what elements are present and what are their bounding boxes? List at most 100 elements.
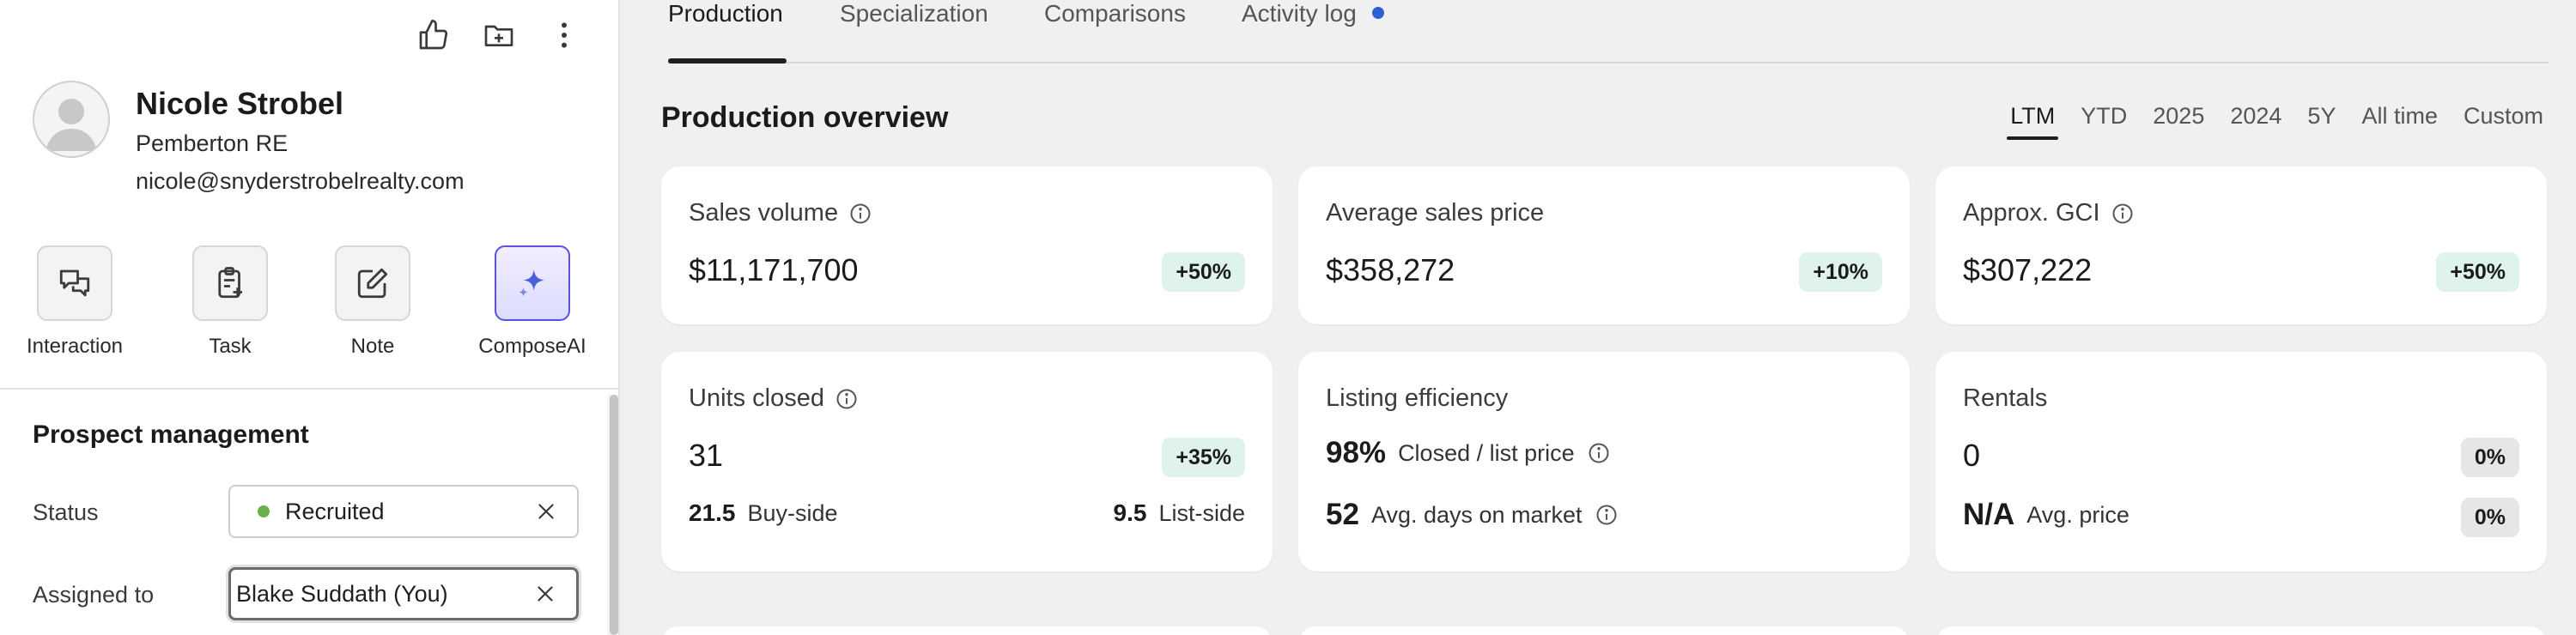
tab-activity-log-label: Activity log — [1242, 0, 1357, 27]
average-sales-price-title: Average sales price — [1326, 199, 1544, 227]
approx-gci-title-text: Approx. GCI — [1963, 199, 2100, 227]
compose-ai-label: ComposeAI — [478, 335, 586, 358]
rentals-title-text: Rentals — [1963, 384, 2048, 412]
list-side-label: List-side — [1158, 499, 1245, 526]
info-icon[interactable] — [1595, 503, 1619, 527]
contact-name: Nicole Strobel — [136, 86, 344, 121]
days-on-market-value: 52 — [1326, 498, 1359, 531]
average-sales-price-card: Average sales price $358,272 +10% — [1298, 166, 1910, 324]
buy-side-value: 21.5 — [689, 499, 736, 526]
contact-email[interactable]: nicole@snyderstrobelrealty.com — [136, 168, 465, 194]
approx-gci-change-badge: +50% — [2436, 252, 2519, 292]
listing-efficiency-card: Listing efficiency 98% Closed / list pri… — [1298, 352, 1910, 572]
approx-gci-value: $307,222 — [1963, 252, 2093, 287]
tab-comparisons[interactable]: Comparisons — [1044, 0, 1186, 27]
units-closed-change-badge: +35% — [1162, 438, 1245, 477]
average-sales-price-title-text: Average sales price — [1326, 199, 1545, 227]
next-row-card — [1935, 626, 2547, 635]
list-side-row: 9.5 List-side — [1114, 499, 1245, 527]
quick-actions: Interaction Task Note ComposeAI — [0, 245, 618, 366]
contact-sidebar: Nicole Strobel Pemberton RE nicole@snyde… — [0, 0, 620, 635]
tab-activity-log[interactable]: Activity log — [1242, 0, 1384, 27]
listing-efficiency-title-text: Listing efficiency — [1326, 384, 1509, 412]
clipboard-add-icon — [218, 267, 242, 299]
rentals-change-badge: 0% — [2460, 438, 2519, 477]
like-button[interactable] — [414, 15, 453, 55]
days-on-market-label: Avg. days on market — [1370, 501, 1583, 528]
note-action[interactable]: Note — [313, 245, 433, 359]
chat-bubbles-icon — [59, 269, 90, 297]
assigned-to-value: Blake Suddath (You) — [236, 580, 448, 607]
closed-list-price-value: 98% — [1326, 436, 1387, 469]
section-divider — [0, 388, 618, 390]
avg-price-change-badge: 0% — [2460, 498, 2519, 537]
period-ytd[interactable]: YTD — [2081, 103, 2128, 129]
info-icon[interactable] — [2111, 202, 2135, 226]
period-ltm[interactable]: LTM — [2007, 103, 2059, 140]
units-closed-value: 31 — [689, 438, 724, 473]
avg-price-label: Avg. price — [2026, 501, 2129, 528]
tab-specialization[interactable]: Specialization — [840, 0, 988, 27]
more-options-button[interactable] — [544, 15, 584, 55]
task-action[interactable]: Task — [170, 245, 290, 359]
status-dot — [258, 505, 270, 517]
interaction-button[interactable] — [37, 245, 112, 321]
sales-volume-title-text: Sales volume — [689, 199, 839, 227]
approx-gci-title: Approx. GCI — [1963, 199, 2135, 227]
buy-side-label: Buy-side — [747, 499, 838, 526]
rentals-title: Rentals — [1963, 384, 2047, 413]
rentals-card: Rentals 0 0% N/A Avg. price 0% — [1935, 352, 2547, 572]
close-icon — [538, 504, 554, 519]
clear-assignee-button[interactable] — [532, 580, 559, 608]
thumbs-up-icon — [419, 20, 448, 50]
tab-bar — [668, 0, 2549, 64]
note-button[interactable] — [335, 245, 410, 321]
info-icon[interactable] — [848, 202, 872, 226]
assigned-to-label: Assigned to — [33, 582, 155, 608]
average-sales-price-value: $358,272 — [1326, 252, 1455, 287]
avg-price-row: N/A Avg. price — [1963, 498, 2129, 532]
period-2024[interactable]: 2024 — [2230, 103, 2282, 129]
tab-production[interactable]: Production — [668, 0, 783, 27]
prospect-management-title: Prospect management — [33, 420, 309, 449]
contact-company: Pemberton RE — [136, 130, 289, 156]
task-label: Task — [209, 335, 252, 358]
sales-volume-card: Sales volume $11,171,700 +50% — [661, 166, 1273, 324]
clear-status-button[interactable] — [532, 498, 560, 525]
interaction-label: Interaction — [26, 335, 124, 358]
units-closed-title: Units closed — [689, 384, 859, 413]
units-closed-title-text: Units closed — [689, 384, 824, 412]
period-selector: LTM YTD 2025 2024 5Y All time Custom — [2007, 103, 2543, 140]
task-button[interactable] — [192, 245, 268, 321]
period-2025[interactable]: 2025 — [2153, 103, 2205, 129]
period-all-time[interactable]: All time — [2361, 103, 2438, 129]
assigned-to-select[interactable]: Blake Suddath (You) — [228, 567, 579, 620]
listing-efficiency-title: Listing efficiency — [1326, 384, 1508, 413]
interaction-action[interactable]: Interaction — [15, 245, 135, 359]
status-select[interactable]: Recruited — [228, 485, 579, 538]
sales-volume-change-badge: +50% — [1162, 252, 1245, 292]
next-row-card — [661, 626, 1273, 635]
add-to-folder-button[interactable] — [479, 15, 519, 55]
average-sales-price-change-badge: +10% — [1799, 252, 1882, 292]
main-content: Production Specialization Comparisons Ac… — [622, 0, 2576, 635]
buy-side-row: 21.5 Buy-side — [689, 499, 838, 527]
unread-indicator-dot — [1371, 6, 1384, 19]
period-5y[interactable]: 5Y — [2307, 103, 2336, 129]
sidebar-scrollbar-thumb[interactable] — [610, 395, 618, 635]
approx-gci-card: Approx. GCI $307,222 +50% — [1935, 166, 2547, 324]
sparkle-icon — [519, 269, 544, 297]
user-placeholder-icon — [46, 99, 97, 151]
active-tab-indicator — [668, 58, 787, 64]
compose-ai-action[interactable]: ComposeAI — [472, 245, 592, 359]
days-on-market-row: 52 Avg. days on market — [1326, 498, 1619, 532]
info-icon[interactable] — [1587, 441, 1611, 465]
list-side-value: 9.5 — [1113, 499, 1147, 526]
avatar — [33, 81, 110, 158]
period-custom[interactable]: Custom — [2463, 103, 2543, 129]
info-icon[interactable] — [835, 387, 859, 411]
closed-list-price-row: 98% Closed / list price — [1326, 436, 1611, 470]
rentals-value: 0 — [1963, 438, 1981, 473]
edit-note-icon — [357, 268, 388, 299]
compose-ai-button[interactable] — [495, 245, 570, 321]
